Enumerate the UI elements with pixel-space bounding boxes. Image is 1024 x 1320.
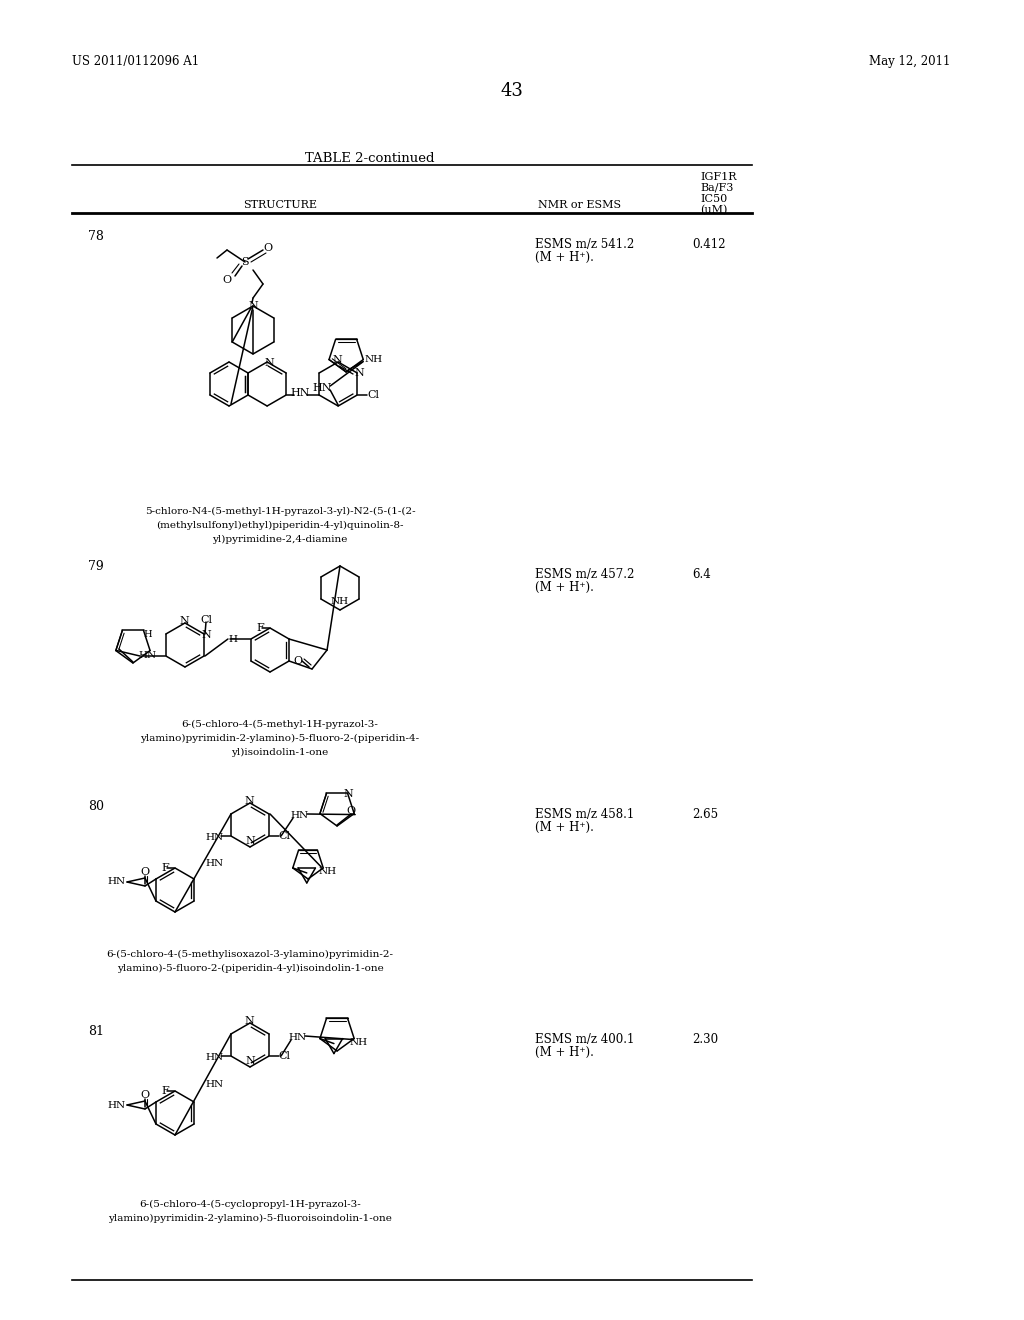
Text: (uM): (uM) <box>700 205 727 215</box>
Text: HN: HN <box>288 1034 306 1043</box>
Text: N: N <box>245 1056 255 1067</box>
Text: H: H <box>143 630 152 639</box>
Text: 6-(5-chloro-4-(5-methyl-1H-pyrazol-3-: 6-(5-chloro-4-(5-methyl-1H-pyrazol-3- <box>181 719 379 729</box>
Text: NMR or ESMS: NMR or ESMS <box>539 201 622 210</box>
Text: N: N <box>201 630 211 640</box>
Text: HN: HN <box>206 1053 224 1063</box>
Text: May 12, 2011: May 12, 2011 <box>868 55 950 69</box>
Text: yl)pyrimidine-2,4-diamine: yl)pyrimidine-2,4-diamine <box>212 535 348 544</box>
Text: O: O <box>263 243 272 253</box>
Text: Cl: Cl <box>200 615 212 624</box>
Text: (methylsulfonyl)ethyl)piperidin-4-yl)quinolin-8-: (methylsulfonyl)ethyl)piperidin-4-yl)qui… <box>157 521 403 531</box>
Text: yl)isoindolin-1-one: yl)isoindolin-1-one <box>231 748 329 758</box>
Text: HN: HN <box>139 652 157 660</box>
Text: HN: HN <box>290 812 308 821</box>
Text: US 2011/0112096 A1: US 2011/0112096 A1 <box>72 55 199 69</box>
Text: H: H <box>228 635 238 644</box>
Text: F: F <box>256 623 264 634</box>
Text: STRUCTURE: STRUCTURE <box>243 201 317 210</box>
Text: N: N <box>245 836 255 846</box>
Text: N: N <box>248 301 258 312</box>
Text: NH: NH <box>349 1038 368 1047</box>
Text: 6-(5-chloro-4-(5-cyclopropyl-1H-pyrazol-3-: 6-(5-chloro-4-(5-cyclopropyl-1H-pyrazol-… <box>139 1200 360 1209</box>
Text: N: N <box>244 796 254 807</box>
Text: TABLE 2-continued: TABLE 2-continued <box>305 152 435 165</box>
Text: N: N <box>244 1016 254 1026</box>
Text: ylamino)pyrimidin-2-ylamino)-5-fluoro-2-(piperidin-4-: ylamino)pyrimidin-2-ylamino)-5-fluoro-2-… <box>140 734 420 743</box>
Text: HN: HN <box>206 833 224 842</box>
Text: HN: HN <box>108 878 126 887</box>
Text: O: O <box>140 867 150 876</box>
Text: F: F <box>161 1086 169 1096</box>
Text: 5-chloro-N4-(5-methyl-1H-pyrazol-3-yl)-N2-(5-(1-(2-: 5-chloro-N4-(5-methyl-1H-pyrazol-3-yl)-N… <box>144 507 416 516</box>
Text: ESMS m/z 457.2: ESMS m/z 457.2 <box>535 568 635 581</box>
Text: N: N <box>354 368 365 378</box>
Text: S: S <box>242 257 249 267</box>
Text: NH: NH <box>365 355 382 364</box>
Text: HN: HN <box>206 858 224 867</box>
Text: HN: HN <box>312 383 332 393</box>
Text: ESMS m/z 458.1: ESMS m/z 458.1 <box>535 808 634 821</box>
Text: ylamino)pyrimidin-2-ylamino)-5-fluoroisoindolin-1-one: ylamino)pyrimidin-2-ylamino)-5-fluoroiso… <box>109 1214 392 1224</box>
Text: (M + H⁺).: (M + H⁺). <box>535 581 594 594</box>
Text: NH: NH <box>331 598 349 606</box>
Text: N: N <box>264 358 274 368</box>
Text: (M + H⁺).: (M + H⁺). <box>535 1045 594 1059</box>
Text: Cl: Cl <box>279 832 290 841</box>
Text: N: N <box>332 355 342 366</box>
Text: 78: 78 <box>88 230 103 243</box>
Text: IC50: IC50 <box>700 194 727 205</box>
Text: 43: 43 <box>501 82 523 100</box>
Text: IGF1R: IGF1R <box>700 172 736 182</box>
Text: 80: 80 <box>88 800 104 813</box>
Text: O: O <box>346 805 355 816</box>
Text: N: N <box>344 789 353 800</box>
Text: 79: 79 <box>88 560 103 573</box>
Text: HN: HN <box>291 388 310 399</box>
Text: Cl: Cl <box>279 1051 290 1061</box>
Text: N: N <box>179 616 188 626</box>
Text: HN: HN <box>206 1080 224 1089</box>
Text: 6-(5-chloro-4-(5-methylisoxazol-3-ylamino)pyrimidin-2-: 6-(5-chloro-4-(5-methylisoxazol-3-ylamin… <box>106 950 393 960</box>
Text: HN: HN <box>108 1101 126 1110</box>
Text: Cl: Cl <box>368 389 379 400</box>
Text: 6.4: 6.4 <box>692 568 711 581</box>
Text: 81: 81 <box>88 1026 104 1038</box>
Text: NH: NH <box>318 867 336 876</box>
Text: Ba/F3: Ba/F3 <box>700 183 733 193</box>
Text: O: O <box>294 656 303 667</box>
Text: O: O <box>140 1090 150 1100</box>
Text: ESMS m/z 400.1: ESMS m/z 400.1 <box>535 1034 635 1045</box>
Text: F: F <box>161 863 169 873</box>
Text: 0.412: 0.412 <box>692 238 725 251</box>
Text: (M + H⁺).: (M + H⁺). <box>535 821 594 834</box>
Text: 2.30: 2.30 <box>692 1034 718 1045</box>
Text: (M + H⁺).: (M + H⁺). <box>535 251 594 264</box>
Text: ESMS m/z 541.2: ESMS m/z 541.2 <box>535 238 634 251</box>
Text: O: O <box>222 275 231 285</box>
Text: ylamino)-5-fluoro-2-(piperidin-4-yl)isoindolin-1-one: ylamino)-5-fluoro-2-(piperidin-4-yl)isoi… <box>117 964 383 973</box>
Text: 2.65: 2.65 <box>692 808 718 821</box>
